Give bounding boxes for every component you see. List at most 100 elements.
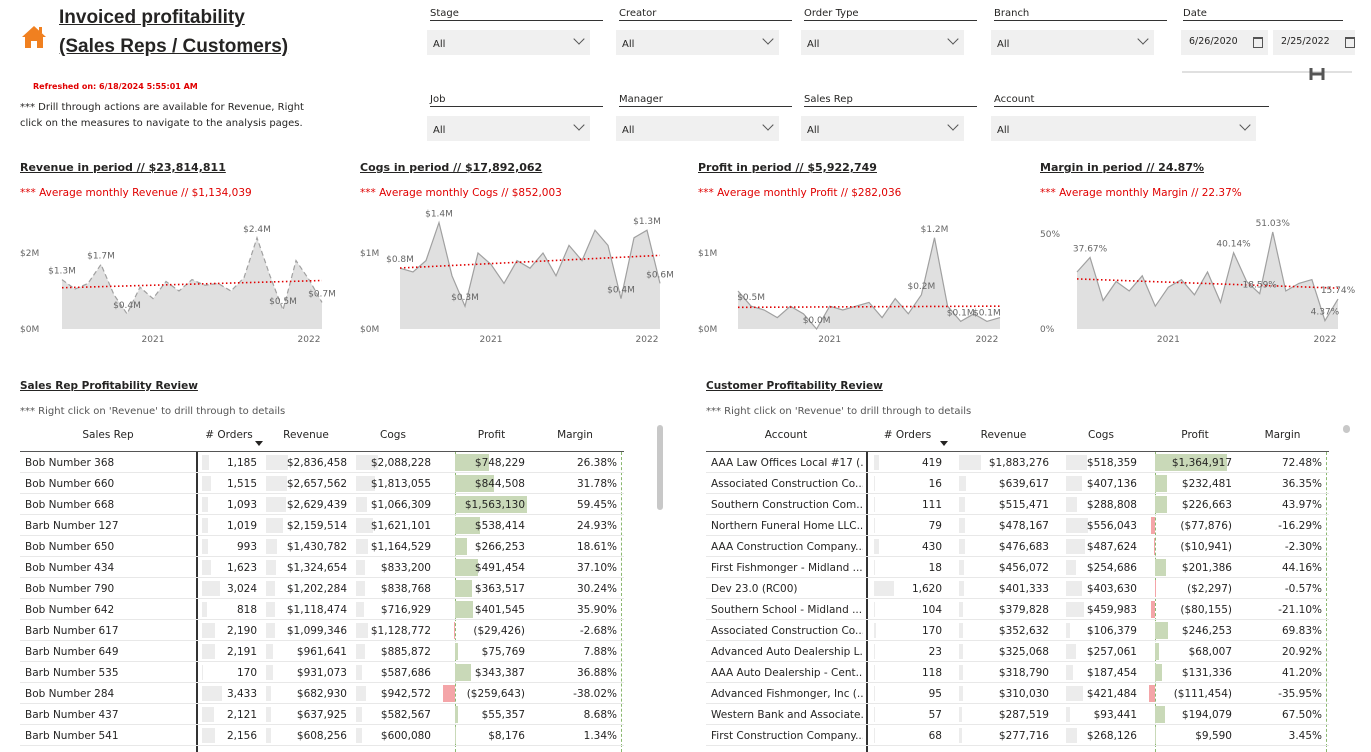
data-bar	[453, 622, 455, 639]
table-cell: 170	[236, 667, 257, 679]
date-value: 2/25/2022	[1281, 36, 1330, 47]
table-cell: Bob Number 650	[25, 541, 115, 553]
table-cell[interactable]: $1,430,782	[286, 541, 347, 553]
column-header[interactable]: Cogs	[1088, 429, 1114, 441]
table-cell[interactable]: $931,073	[296, 667, 347, 679]
table-cell[interactable]: $2,629,439	[286, 499, 347, 511]
filter-label: Creator	[619, 8, 792, 21]
column-header[interactable]: Revenue	[283, 429, 329, 441]
table-cell[interactable]: $515,471	[998, 499, 1049, 511]
y-tick-label: 0%	[1040, 325, 1055, 335]
dropdown[interactable]	[427, 30, 590, 55]
table-cell: $582,567	[380, 709, 431, 721]
table-cell[interactable]: $476,683	[998, 541, 1049, 553]
data-bar	[1066, 665, 1074, 680]
calendar-icon	[1345, 37, 1355, 48]
table-cell: Bob Number 434	[25, 562, 115, 574]
table-cell[interactable]: $1,099,346	[286, 625, 347, 637]
scrollbar[interactable]	[1343, 425, 1350, 433]
table-cell[interactable]: $401,333	[998, 583, 1049, 595]
data-bar	[1150, 517, 1155, 534]
filter-label: Stage	[430, 8, 603, 21]
dropdown[interactable]	[801, 116, 964, 141]
table-cell[interactable]: $287,519	[998, 709, 1049, 721]
data-bar	[266, 560, 277, 575]
data-bar	[874, 602, 876, 617]
table-cell: $68,007	[1188, 646, 1232, 658]
data-bar	[959, 560, 965, 575]
table-cell[interactable]: $277,716	[998, 730, 1049, 742]
date-slider[interactable]	[1180, 66, 1355, 84]
data-bar	[266, 686, 272, 701]
table-cell[interactable]: $2,159,514	[286, 520, 347, 532]
table-cell[interactable]: $637,925	[296, 709, 347, 721]
table-cell[interactable]: $456,072	[998, 562, 1049, 574]
table-cell: Southern Construction Com...	[711, 499, 863, 511]
scrollbar[interactable]	[657, 425, 663, 510]
table-cell[interactable]: $2,657,562	[286, 478, 347, 490]
column-header[interactable]: Revenue	[980, 429, 1027, 441]
dropdown[interactable]	[616, 30, 779, 55]
table-cell[interactable]: $352,632	[998, 625, 1049, 637]
table-cell: Bob Number 790	[25, 583, 115, 595]
table-row	[20, 577, 624, 578]
table-cell: -38.02%	[573, 688, 617, 700]
data-bar	[1155, 664, 1162, 681]
table-cell: ($80,155)	[1180, 604, 1232, 616]
table-cell[interactable]: $961,641	[296, 646, 347, 658]
table-cell: $1,364,917	[1171, 457, 1232, 469]
column-header[interactable]: Profit	[477, 429, 506, 441]
table-cell: -2.30%	[1284, 541, 1322, 553]
column-header[interactable]: Margin	[1264, 429, 1301, 441]
table-cell: First Fishmonger - Midland ...	[711, 562, 863, 574]
table-cell: $106,379	[1086, 625, 1137, 637]
table-cell[interactable]: $325,068	[998, 646, 1049, 658]
column-header[interactable]: Sales Rep	[82, 429, 134, 441]
table-cell[interactable]: $2,836,458	[286, 457, 347, 469]
table-cell[interactable]: $682,930	[296, 688, 347, 700]
column-header[interactable]: Cogs	[380, 429, 406, 441]
column-header[interactable]: # Orders	[883, 429, 932, 441]
column-header[interactable]: # Orders	[205, 429, 253, 441]
kpi-title: Revenue in period // $23,814,811	[20, 161, 226, 174]
dropdown[interactable]	[991, 30, 1154, 55]
data-bar	[1149, 685, 1155, 702]
table-cell[interactable]: $318,790	[998, 667, 1049, 679]
table-cell[interactable]: $1,324,654	[286, 562, 347, 574]
table-cell: Dev 23.0 (RC00)	[711, 583, 798, 595]
data-bar	[356, 455, 378, 470]
table-cell: 104	[921, 604, 942, 616]
dropdown[interactable]	[616, 116, 779, 141]
data-label: $0.7M	[308, 289, 336, 299]
home-icon[interactable]	[20, 24, 48, 50]
table-cell[interactable]: $639,617	[998, 478, 1049, 490]
dropdown[interactable]	[991, 116, 1256, 141]
data-bar	[874, 623, 877, 638]
data-label: $2.4M	[243, 225, 271, 235]
table-title: Customer Profitability Review	[706, 380, 883, 392]
data-bar	[266, 728, 271, 743]
data-bar	[1154, 538, 1155, 555]
data-bar	[874, 728, 875, 743]
column-header[interactable]: Margin	[557, 429, 593, 441]
column-header[interactable]: Profit	[1181, 429, 1209, 441]
table-cell[interactable]: $1,883,276	[988, 457, 1049, 469]
data-label: 4.37%	[1311, 308, 1340, 318]
dropdown[interactable]	[801, 30, 964, 55]
data-label: 40.14%	[1216, 240, 1251, 250]
table-cell[interactable]: $608,256	[296, 730, 347, 742]
date-input[interactable]	[1273, 30, 1355, 55]
table-cell[interactable]: $478,167	[998, 520, 1049, 532]
table-cell[interactable]: $1,118,474	[286, 604, 347, 616]
table-cell: $1,164,529	[370, 541, 431, 553]
table-cell[interactable]: $310,030	[998, 688, 1049, 700]
data-label: 18.59%	[1243, 281, 1278, 291]
area	[1077, 232, 1338, 329]
table-cell: ($259,643)	[466, 688, 525, 700]
table-row	[706, 493, 1329, 494]
column-header[interactable]: Account	[764, 429, 808, 441]
table-cell[interactable]: $379,828	[998, 604, 1049, 616]
table-cell[interactable]: $1,202,284	[286, 583, 347, 595]
dropdown[interactable]	[427, 116, 590, 141]
data-bar	[1066, 707, 1070, 722]
